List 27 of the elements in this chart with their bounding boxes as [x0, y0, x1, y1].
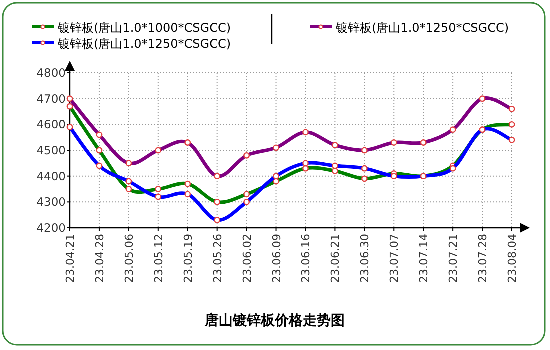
legend-label: 镀锌板(唐山1.0*1000*CSGCC) — [57, 21, 232, 35]
x-tick-label: 23.06.21 — [329, 234, 342, 283]
x-tick-label: 23.08.04 — [506, 234, 519, 283]
x-tick-label: 23.04.28 — [93, 234, 106, 283]
x-tick-label: 23.06.02 — [240, 234, 254, 283]
x-tick-label: 23.06.09 — [270, 234, 284, 283]
x-tick-label: 23.07.21 — [447, 234, 460, 283]
x-tick-label: 23.07.28 — [476, 234, 490, 283]
x-tick-label: 23.04.21 — [64, 234, 77, 283]
x-tick-label: 23.07.07 — [388, 234, 402, 283]
x-tick-label: 23.05.26 — [211, 234, 224, 283]
y-tick-label: 4700 — [36, 92, 66, 106]
y-tick-label: 4400 — [36, 169, 66, 184]
x-tick-label: 23.07.14 — [418, 234, 431, 283]
x-tick-label: 23.05.06 — [122, 234, 136, 283]
y-tick-label: 4600 — [36, 118, 66, 132]
x-tick-label: 23.05.12 — [152, 234, 166, 283]
text: 唐山镀锌板价格走势图 — [204, 312, 345, 329]
x-tick-label: 23.06.16 — [300, 234, 313, 283]
y-tick-label: 4500 — [36, 144, 66, 158]
legend-label: 镀锌板(唐山1.0*1250*CSGCC) — [57, 37, 232, 51]
x-tick-label: 23.05.19 — [182, 234, 195, 283]
y-tick-label: 4200 — [36, 221, 66, 235]
y-tick-label: 4800 — [36, 66, 66, 80]
y-tick-label: 4300 — [36, 195, 66, 210]
x-tick-label: 23.06.30 — [358, 234, 372, 283]
legend-label: 镀锌板(唐山1.0*1250*CSGCC) — [335, 21, 510, 35]
